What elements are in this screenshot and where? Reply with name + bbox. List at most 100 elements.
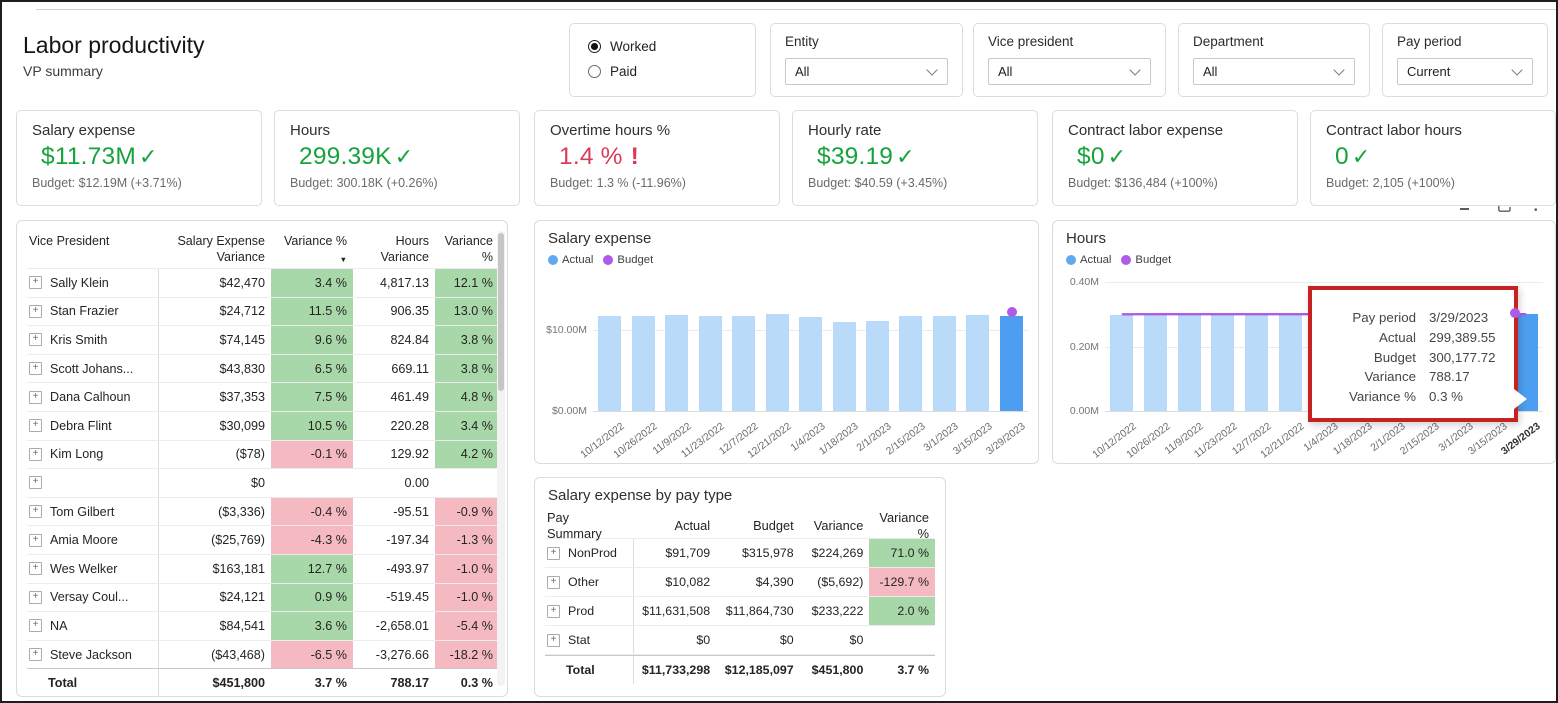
expand-icon[interactable]: + (547, 576, 560, 589)
pay-name-cell[interactable]: +NonProd (545, 539, 633, 567)
pay-cell[interactable]: $0 (800, 626, 870, 654)
pay-row-nonprod[interactable]: +NonProd$91,709$315,978$224,26971.0 % (545, 539, 935, 568)
pay-cell[interactable]: 71.0 % (869, 539, 935, 567)
vp-cell[interactable]: $74,145 (158, 326, 271, 354)
vp-row-tom-gilbert[interactable]: +Tom Gilbert($3,336)-0.4 %-95.51-0.9 % (27, 497, 499, 526)
pay-row-prod[interactable]: +Prod$11,631,508$11,864,730$233,2222.0 % (545, 597, 935, 626)
expand-icon[interactable]: + (547, 547, 560, 560)
expand-icon[interactable]: + (29, 448, 42, 461)
vp-cell[interactable]: 0.3 % (435, 669, 499, 697)
vp-cell[interactable]: 12.1 % (435, 269, 499, 297)
vp-row-wes-welker[interactable]: +Wes Welker$163,18112.7 %-493.97-1.0 % (27, 554, 499, 583)
pay-name-cell[interactable]: +Stat (545, 626, 633, 654)
vp-row-kim-long[interactable]: +Kim Long($78)-0.1 %129.924.2 % (27, 440, 499, 469)
vp-row-sally-klein[interactable]: +Sally Klein$42,4703.4 %4,817.1312.1 % (27, 268, 499, 297)
radio-option-paid[interactable]: Paid (588, 64, 755, 79)
vp-cell[interactable]: $42,470 (158, 269, 271, 297)
vp-cell[interactable]: 824.84 (353, 326, 435, 354)
vp-cell[interactable]: $37,353 (158, 383, 271, 411)
salary-bar-1-4-2023[interactable] (799, 317, 822, 411)
vp-cell[interactable]: 7.5 % (271, 383, 353, 411)
legend-item-budget[interactable]: Budget (603, 254, 653, 266)
salary-bar-12-7-2022[interactable] (732, 316, 755, 412)
vp-column-header-hours-variance-3[interactable]: Hours Variance (353, 233, 435, 268)
salary-bar-10-12-2022[interactable] (598, 316, 621, 411)
expand-icon[interactable]: + (29, 419, 42, 432)
expand-icon[interactable]: + (29, 562, 42, 575)
vp-cell[interactable]: 0.00 (353, 469, 435, 497)
expand-icon[interactable]: + (29, 476, 42, 489)
vp-cell[interactable]: $43,830 (158, 355, 271, 383)
vp-name-cell[interactable]: +Scott Johans... (27, 355, 158, 383)
vp-cell[interactable]: ($3,336) (158, 498, 271, 526)
vp-cell[interactable]: $0 (158, 469, 271, 497)
vp-cell[interactable]: $24,712 (158, 298, 271, 326)
table-scrollbar[interactable] (497, 231, 505, 686)
vp-cell[interactable]: -519.45 (353, 584, 435, 612)
vp-name-cell[interactable]: +NA (27, 612, 158, 640)
pay-row-stat[interactable]: +Stat$0$0$0 (545, 626, 935, 655)
legend-item-actual[interactable]: Actual (548, 254, 593, 266)
pay-cell[interactable]: $91,709 (633, 539, 717, 567)
vp-column-header-variance-2[interactable]: Variance %▼ (271, 233, 353, 268)
vp-cell[interactable]: -0.9 % (435, 498, 499, 526)
vp-cell[interactable]: -3,276.66 (353, 641, 435, 669)
expand-icon[interactable]: + (547, 605, 560, 618)
vp-cell[interactable]: -2,658.01 (353, 612, 435, 640)
salary-bar-10-26-2022[interactable] (632, 316, 655, 411)
vp-cell[interactable]: 4.8 % (435, 383, 499, 411)
vp-name-cell[interactable]: +Kim Long (27, 441, 158, 469)
salary-bar-11-23-2022[interactable] (699, 316, 722, 411)
vp-row-blank[interactable]: + $0 0.00 (27, 468, 499, 497)
expand-icon[interactable]: + (29, 276, 42, 289)
vp-row-amia-moore[interactable]: +Amia Moore($25,769)-4.3 %-197.34-1.3 % (27, 525, 499, 554)
vp-name-cell[interactable]: +Steve Jackson (27, 641, 158, 669)
vp-row-na[interactable]: +NA$84,5413.6 %-2,658.01-5.4 % (27, 611, 499, 640)
vp-cell[interactable]: -0.1 % (271, 441, 353, 469)
vp-cell[interactable]: ($78) (158, 441, 271, 469)
radio-option-worked[interactable]: Worked (588, 39, 755, 54)
expand-icon[interactable]: + (29, 648, 42, 661)
vp-cell[interactable]: -1.0 % (435, 584, 499, 612)
pay-cell[interactable]: $315,978 (716, 539, 800, 567)
vp-name-cell[interactable]: +Sally Klein (27, 269, 158, 297)
vp-total-row[interactable]: Total$451,8003.7 %788.170.3 % (27, 668, 499, 697)
vp-cell[interactable]: $451,800 (158, 669, 271, 697)
filter-dropdown-entity[interactable]: All (785, 58, 948, 85)
vp-cell[interactable]: ($25,769) (158, 526, 271, 554)
expand-icon[interactable]: + (29, 534, 42, 547)
vp-cell[interactable]: 220.28 (353, 412, 435, 440)
vp-cell[interactable]: -0.4 % (271, 498, 353, 526)
vp-cell[interactable]: 3.8 % (435, 355, 499, 383)
vp-cell[interactable]: -18.2 % (435, 641, 499, 669)
vp-cell[interactable]: 3.8 % (435, 326, 499, 354)
vp-cell[interactable]: -493.97 (353, 555, 435, 583)
expand-icon[interactable]: + (29, 391, 42, 404)
pay-cell[interactable]: 3.7 % (869, 656, 935, 684)
vp-cell[interactable]: $163,181 (158, 555, 271, 583)
vp-cell[interactable]: 6.5 % (271, 355, 353, 383)
vp-cell[interactable]: -5.4 % (435, 612, 499, 640)
vp-row-dana-calhoun[interactable]: +Dana Calhoun$37,3537.5 %461.494.8 % (27, 382, 499, 411)
salary-bar-11-9-2022[interactable] (665, 315, 688, 411)
vp-cell[interactable]: -4.3 % (271, 526, 353, 554)
vp-cell[interactable]: 669.11 (353, 355, 435, 383)
pay-name-cell[interactable]: +Prod (545, 597, 633, 625)
vp-row-steve-jackson[interactable]: +Steve Jackson($43,468)-6.5 %-3,276.66-1… (27, 640, 499, 669)
vp-name-cell[interactable]: +Tom Gilbert (27, 498, 158, 526)
vp-name-cell[interactable]: +Wes Welker (27, 555, 158, 583)
salary-bar-3-15-2023[interactable] (966, 315, 989, 411)
vp-cell[interactable]: 4,817.13 (353, 269, 435, 297)
vp-cell[interactable]: -197.34 (353, 526, 435, 554)
pay-column-header-variance-3[interactable]: Variance (800, 518, 870, 534)
pay-column-header-variance-4[interactable]: Variance % (869, 510, 935, 542)
vp-column-header-salary-expense-variance-1[interactable]: Salary Expense Variance (158, 233, 271, 268)
salary-bar-2-15-2023[interactable] (899, 316, 922, 412)
vp-column-header-vice-president-0[interactable]: Vice President (27, 233, 158, 268)
filter-dropdown-vice-president[interactable]: All (988, 58, 1151, 85)
vp-name-cell[interactable]: +Kris Smith (27, 326, 158, 354)
vp-name-cell[interactable]: +Dana Calhoun (27, 383, 158, 411)
vp-cell[interactable]: 3.6 % (271, 612, 353, 640)
vp-name-cell[interactable]: +Debra Flint (27, 412, 158, 440)
vp-cell[interactable]: $24,121 (158, 584, 271, 612)
